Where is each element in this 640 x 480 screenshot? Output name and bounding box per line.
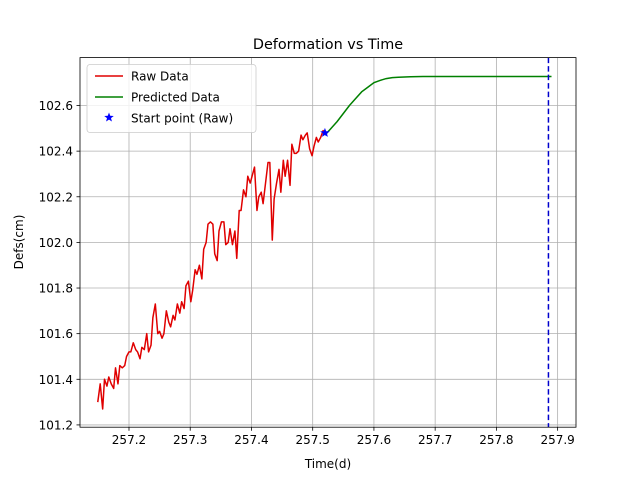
legend-box — [86, 64, 257, 133]
x-tick-label: 257.2 — [112, 433, 146, 447]
legend-raw-label: Raw Data — [131, 70, 189, 84]
y-tick-label: 102.4 — [39, 145, 73, 159]
x-tick-label: 257.4 — [234, 433, 268, 447]
y-tick-label: 102.6 — [39, 99, 73, 113]
predicted-data-series-line — [324, 75, 552, 136]
start-point-layer — [320, 127, 330, 137]
x-tick-labels: 257.2 257.3 257.4 257.5 257.6 257.7 257.8 257.9 — [112, 433, 575, 447]
axes-frame — [79, 57, 577, 428]
x-tick-label: 257.7 — [418, 433, 452, 447]
x-tick-label: 257.6 — [357, 433, 391, 447]
legend-start-label: Start point (Raw) — [131, 112, 233, 126]
x-axis-label: Time(d) — [304, 457, 351, 471]
chart-title: Deformation vs Time — [253, 37, 403, 53]
raw-data-series-line — [97, 129, 326, 410]
x-tick-label: 257.9 — [540, 433, 574, 447]
legend-start-marker — [104, 112, 114, 122]
y-tick-label: 101.4 — [39, 373, 73, 387]
x-tick-label: 257.8 — [479, 433, 513, 447]
y-tick-label: 101.2 — [39, 418, 73, 432]
plot-data-area — [97, 57, 552, 428]
y-tick-label: 102.0 — [39, 236, 73, 250]
y-tick-labels: 101.2 101.4 101.6 101.8 102.0 102.2 102.4 102.6 — [39, 99, 73, 432]
legend: Raw Data Predicted Data Start point (Raw… — [86, 64, 257, 133]
legend-star-icon — [104, 112, 114, 122]
y-tick-label: 101.8 — [39, 282, 73, 296]
y-axis-label: Defs(cm) — [12, 215, 26, 270]
x-tick-label: 257.3 — [173, 433, 207, 447]
x-tick-label: 257.5 — [296, 433, 330, 447]
y-tick-label: 102.2 — [39, 190, 73, 204]
legend-predicted-label: Predicted Data — [131, 91, 220, 105]
start-point-marker — [320, 127, 330, 137]
y-tick-label: 101.6 — [39, 327, 73, 341]
axis-ticks — [76, 105, 559, 431]
